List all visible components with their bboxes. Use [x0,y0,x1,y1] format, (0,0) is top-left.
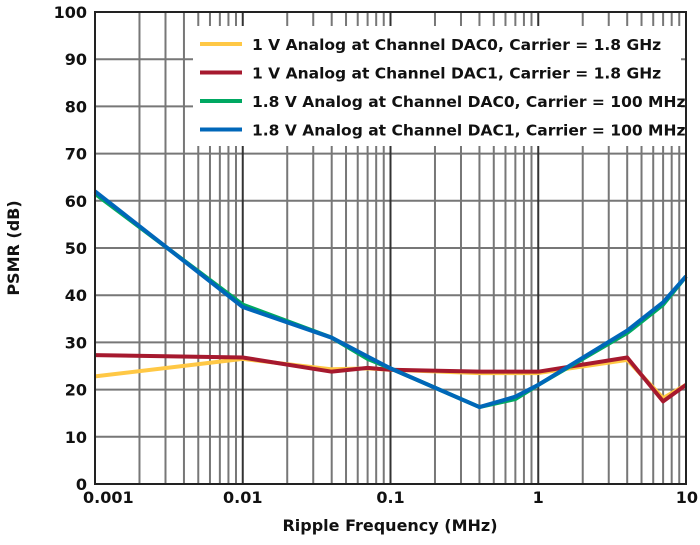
x-tick-label: 10 [676,488,698,507]
y-tick-label: 80 [65,97,87,116]
y-tick-label: 0 [76,475,87,494]
x-tick-label: 1 [533,488,544,507]
legend: 1 V Analog at Channel DAC0, Carrier = 1.… [193,26,685,146]
plot-frame [94,11,687,485]
y-axis-label: PSMR (dB) [4,200,23,295]
legend-label: 1 V Analog at Channel DAC0, Carrier = 1.… [252,36,661,54]
y-tick-label: 20 [65,381,87,400]
x-tick-label: 0.001 [83,488,134,507]
series-line [94,353,688,404]
legend-label: 1 V Analog at Channel DAC1, Carrier = 1.… [252,65,661,83]
legend-label: 1.8 V Analog at Channel DAC1, Carrier = … [252,122,685,140]
y-tick-label: 60 [65,192,87,211]
legend-background [193,26,681,146]
y-tick-label: 40 [65,286,87,305]
x-axis-label: Ripple Frequency (MHz) [282,516,497,535]
legend-label: 1.8 V Analog at Channel DAC0, Carrier = … [252,93,685,111]
series-lines [93,189,688,410]
y-tick-label: 10 [65,428,87,447]
y-tick-label: 90 [65,50,87,69]
y-tick-label: 30 [65,333,87,352]
y-tick-labels: 0 10 20 30 40 50 60 70 80 90 100 [54,3,87,494]
x-tick-labels: 0.001 0.01 0.1 1 10 [83,488,698,507]
series-line [93,189,688,410]
y-tick-label: 50 [65,239,87,258]
x-tick-label: 0.1 [376,488,404,507]
y-tick-label: 100 [54,3,87,22]
x-tick-label: 0.01 [223,488,262,507]
y-tick-label: 70 [65,145,87,164]
